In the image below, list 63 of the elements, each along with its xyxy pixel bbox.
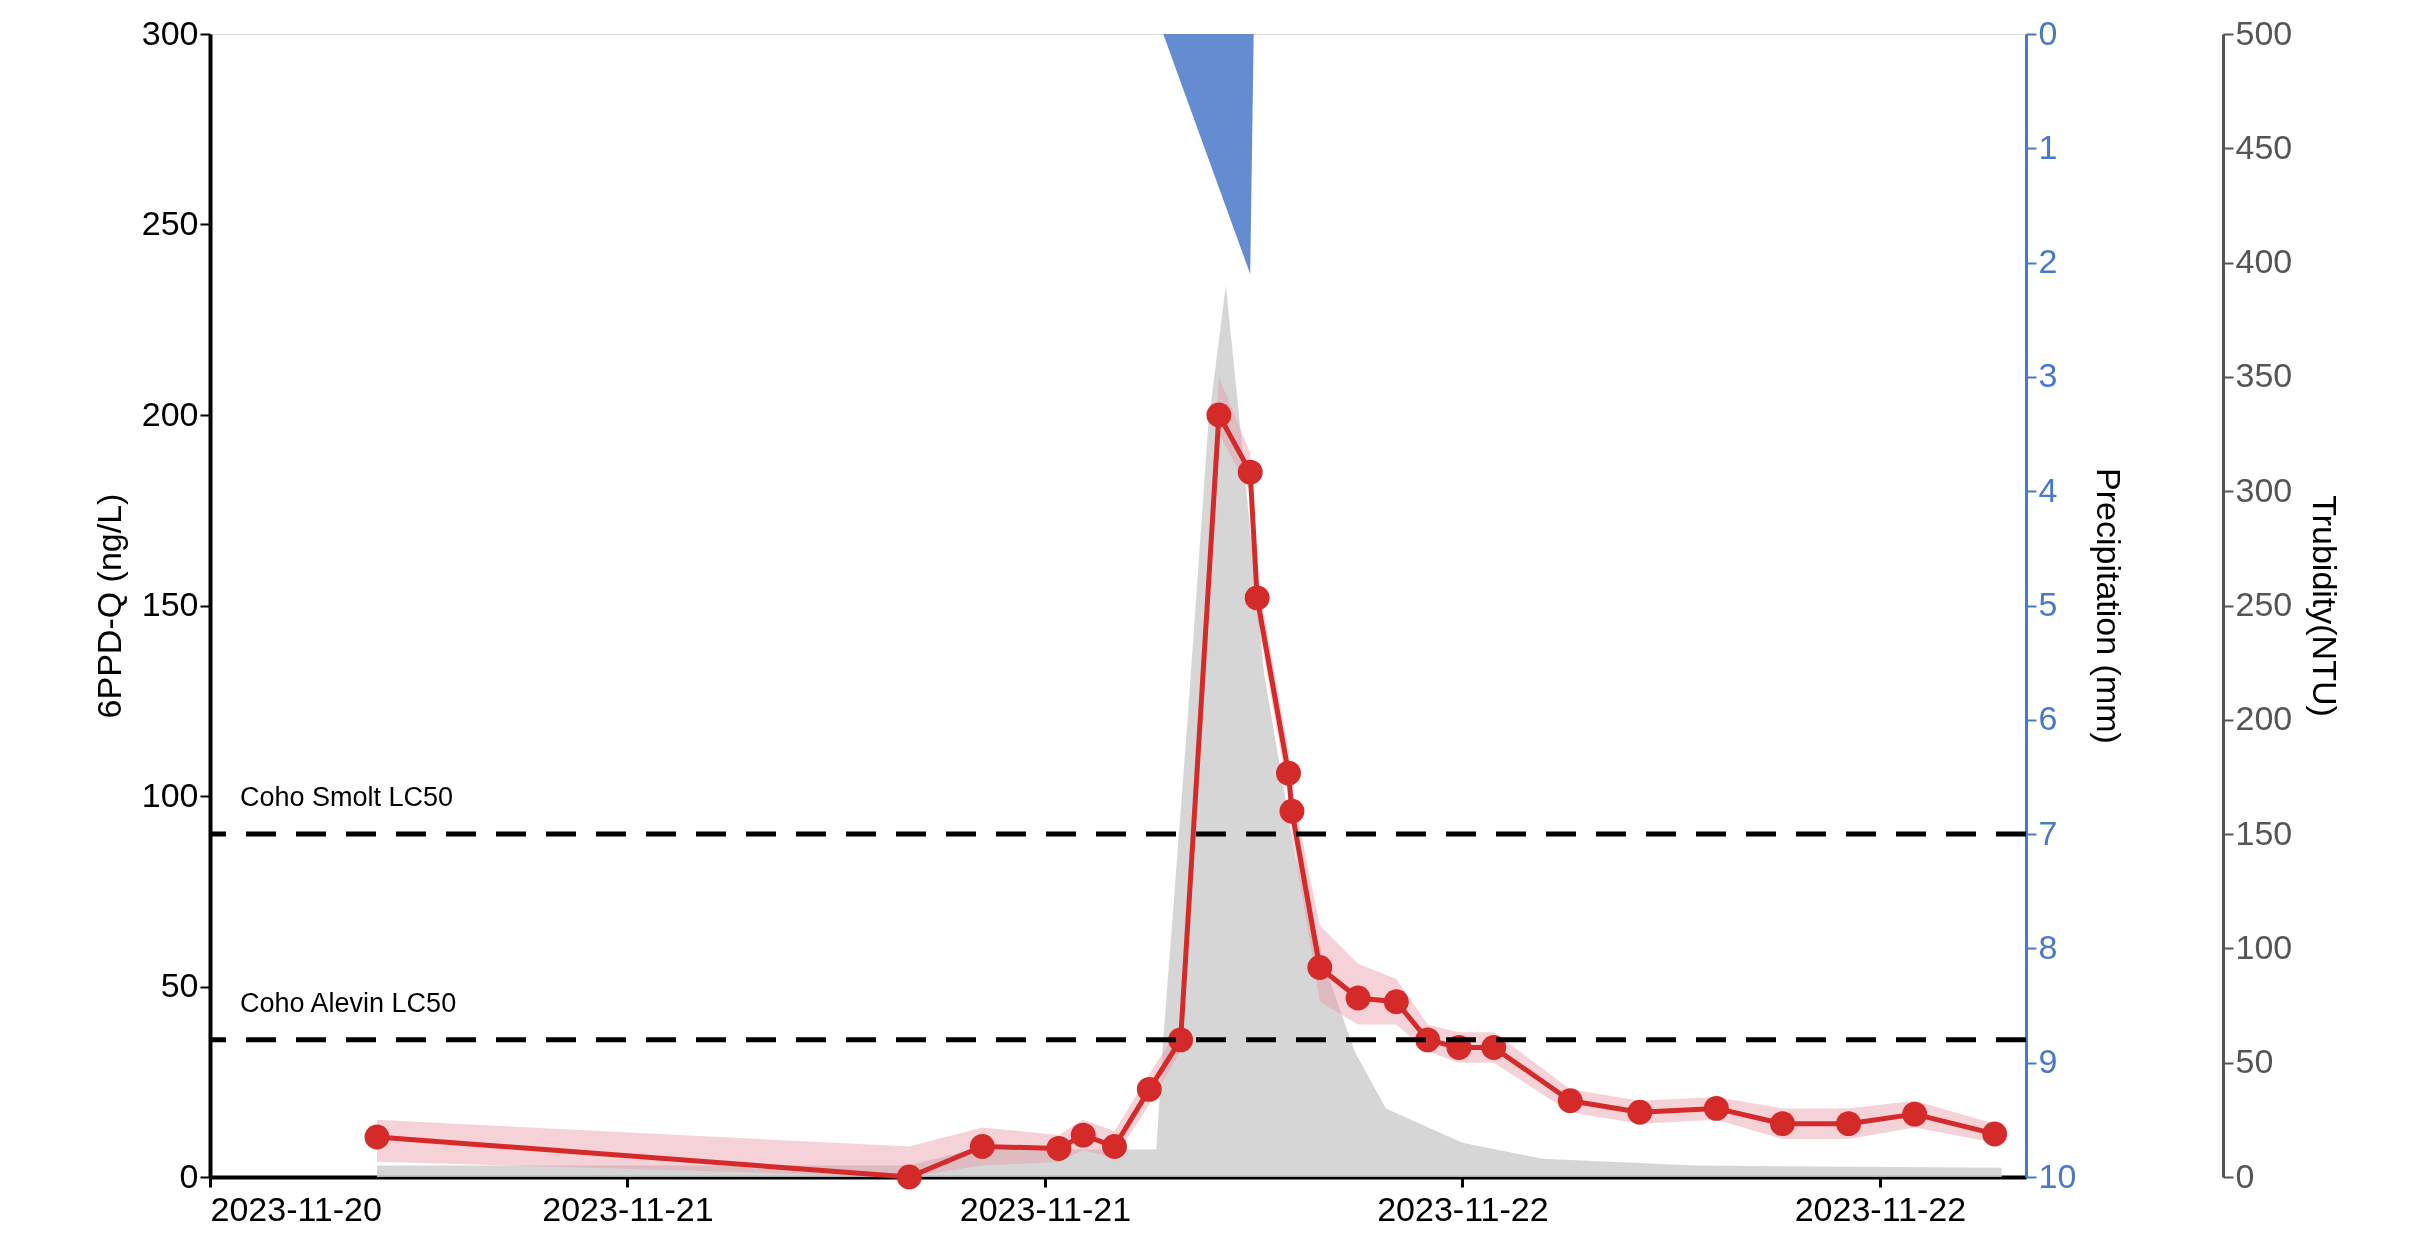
y3-tick-label: 400 <box>2235 242 2293 281</box>
point <box>1168 1027 1194 1053</box>
y-tick-label: 200 <box>141 394 199 433</box>
y3-tick-label: 50 <box>2235 1042 2274 1081</box>
y2-tick-label: 3 <box>2038 356 2058 395</box>
y3-tick-label: 200 <box>2235 699 2293 738</box>
y2-tick-label: 1 <box>2038 127 2058 166</box>
y-tick-label: 0 <box>179 1156 199 1195</box>
x-tick-label: 2023-11-21 <box>542 1189 714 1228</box>
y3-tick-label: 500 <box>2235 13 2293 52</box>
y2-tick-label: 8 <box>2038 927 2058 966</box>
y3-tick-label: 100 <box>2235 927 2293 966</box>
point <box>1703 1095 1729 1121</box>
y3-tick-label: 150 <box>2235 813 2293 852</box>
point <box>896 1164 922 1190</box>
point <box>1276 760 1301 786</box>
y-axis-title: 6PPD-Q (ng/L) <box>89 493 128 719</box>
point <box>1237 459 1263 485</box>
y2-tick-label: 4 <box>2038 470 2058 509</box>
y-tick-label: 250 <box>141 204 199 242</box>
y3-tick-label: 350 <box>2235 356 2293 395</box>
point <box>1244 585 1270 611</box>
point <box>1307 955 1333 980</box>
y3-axis-title: Trubidity(NTU) <box>2306 495 2345 717</box>
y3-tick-label: 250 <box>2235 585 2293 623</box>
point <box>1345 985 1371 1011</box>
point <box>1557 1088 1583 1114</box>
point <box>1770 1111 1795 1137</box>
point <box>1206 402 1232 428</box>
x-tick-label: 2023-11-22 <box>1377 1189 1549 1228</box>
point <box>1481 1035 1507 1060</box>
y2-tick-label: 6 <box>2038 699 2058 738</box>
point <box>1070 1122 1096 1148</box>
y2-tick-label: 0 <box>2038 13 2058 52</box>
ref-line-label: Coho Smolt LC50 <box>240 782 454 813</box>
y3-tick-label: 450 <box>2235 127 2293 166</box>
point <box>1836 1111 1862 1137</box>
y2-tick-label: 2 <box>2038 242 2058 281</box>
point <box>969 1134 995 1159</box>
y-tick-label: 300 <box>141 13 199 52</box>
point <box>1383 989 1409 1015</box>
y-tick-label: 100 <box>141 775 199 814</box>
ref-line-label: Coho Alevin LC50 <box>240 987 457 1018</box>
y2-tick-label: 7 <box>2038 813 2058 852</box>
point <box>1279 798 1305 824</box>
y2-tick-label: 5 <box>2038 585 2058 623</box>
y2-tick-label: 10 <box>2038 1156 2077 1195</box>
point <box>1136 1076 1162 1102</box>
x-tick-label: 2023-11-21 <box>959 1189 1132 1228</box>
point <box>364 1124 390 1150</box>
y-tick-label: 50 <box>160 966 199 1004</box>
y3-tick-label: 300 <box>2235 470 2293 509</box>
point <box>1982 1121 2008 1147</box>
y-tick-label: 150 <box>141 585 199 623</box>
y3-tick-label: 0 <box>2235 1156 2255 1195</box>
y2-tick-label: 9 <box>2038 1042 2058 1081</box>
x-tick-label: 2023-11-20 <box>210 1189 382 1228</box>
point <box>1902 1101 1928 1127</box>
point <box>1046 1136 1072 1161</box>
y2-axis-title: Precipitation (mm) <box>2090 468 2129 744</box>
x-tick-label: 2023-11-22 <box>1794 1189 1967 1228</box>
point <box>1627 1099 1653 1125</box>
point <box>1102 1134 1127 1159</box>
